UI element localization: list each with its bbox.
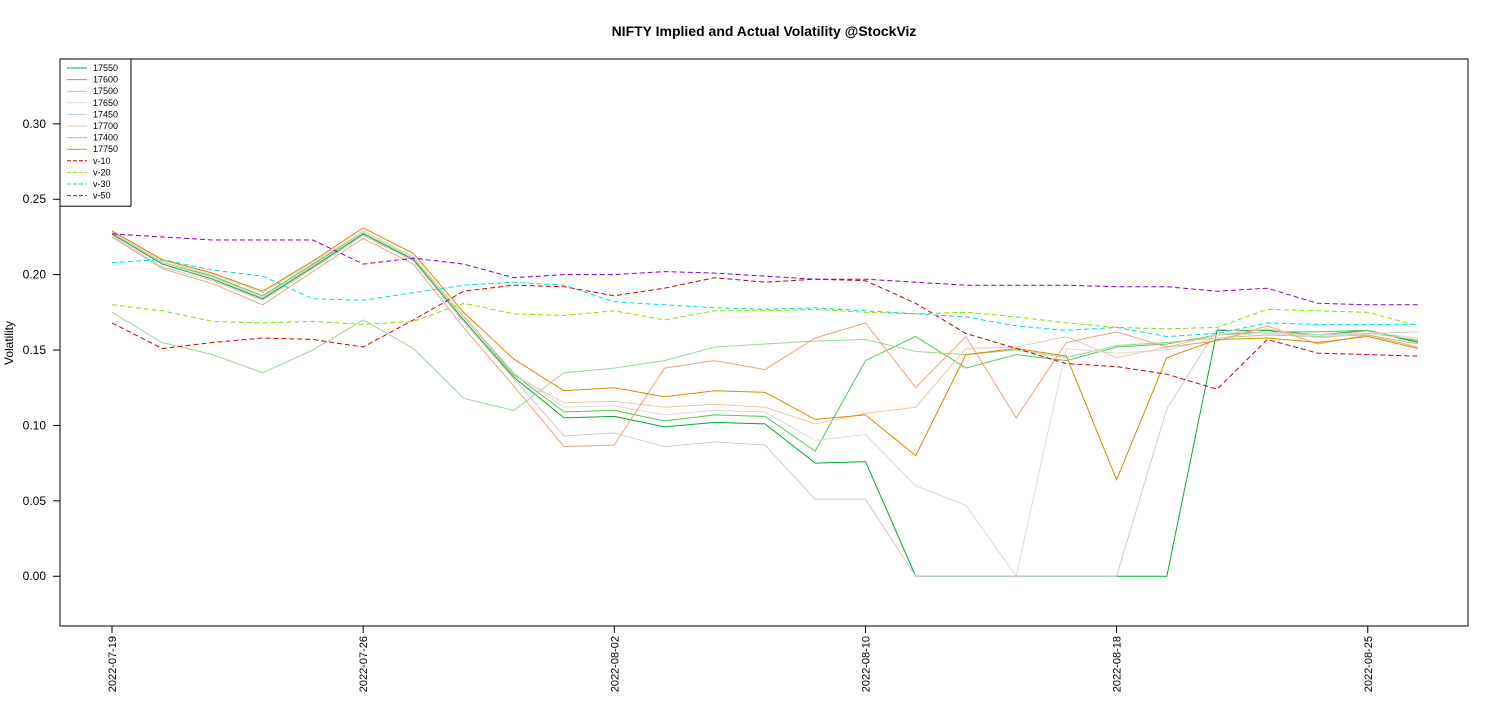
y-tick-label: 0.25 [23, 192, 47, 206]
legend-label-17750: 17750 [93, 144, 118, 154]
legend-label-17600: 17600 [93, 75, 118, 85]
plot-frame [59, 58, 1469, 627]
series-line-17500 [111, 311, 1419, 411]
legend-label-17550: 17550 [93, 63, 118, 73]
x-tick-label: 2022-08-25 [1363, 636, 1375, 692]
x-tick-label: 2022-07-26 [358, 636, 370, 692]
x-tick-label: 2022-08-18 [1112, 636, 1124, 692]
series-line-17700 [111, 231, 1419, 425]
legend-label-17700: 17700 [93, 121, 118, 131]
y-axis: 0.00 0.05 0.10 0.15 0.20 0.25 0.30 [23, 117, 61, 583]
series-line-17600 [111, 231, 1419, 452]
legend-label-17500: 17500 [93, 86, 118, 96]
series-line-17450 [111, 234, 1419, 577]
legend-label-v-20: v-20 [93, 167, 111, 177]
x-tick-label: 2022-08-02 [609, 636, 621, 692]
y-tick-label: 0.10 [23, 418, 47, 432]
series-line-17400 [111, 236, 1419, 448]
series-line-17550 [111, 233, 1419, 577]
series-line-v-10 [111, 277, 1419, 390]
legend-label-v-10: v-10 [93, 156, 111, 166]
x-tick-label: 2022-08-10 [860, 636, 872, 692]
legend-label-17450: 17450 [93, 109, 118, 119]
series-line-17650 [111, 230, 1419, 578]
y-tick-label: 0.00 [23, 569, 47, 583]
legend-label-v-30: v-30 [93, 179, 111, 189]
legend-label-v-50: v-50 [93, 191, 111, 201]
chart-title: NIFTY Implied and Actual Volatility @Sto… [612, 23, 917, 39]
legend-label-17400: 17400 [93, 133, 118, 143]
y-tick-label: 0.05 [23, 494, 47, 508]
x-tick-label: 2022-07-19 [107, 636, 119, 692]
series-line-v-30 [111, 259, 1418, 338]
series-line-17750 [111, 227, 1419, 482]
series-line-v-20 [111, 302, 1419, 330]
x-axis: 2022-07-19 2022-07-26 2022-08-02 2022-08-10… [107, 625, 1375, 692]
y-tick-label: 0.20 [23, 268, 47, 282]
y-tick-label: 0.15 [23, 343, 47, 357]
legend-box [59, 58, 132, 207]
y-axis-label: Volatility [2, 321, 16, 365]
series-layer [111, 227, 1419, 578]
series-line-v-50 [111, 233, 1418, 306]
y-tick-label: 0.30 [23, 117, 47, 131]
legend-label-17650: 17650 [93, 98, 118, 108]
